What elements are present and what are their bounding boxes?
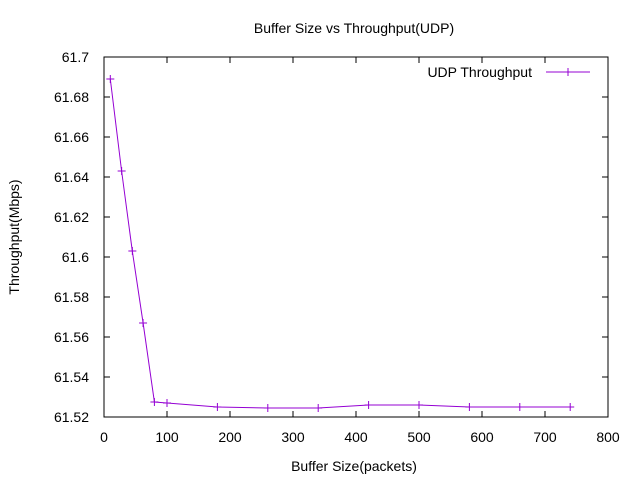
x-axis-label: Buffer Size(packets) bbox=[291, 458, 417, 474]
legend-marker bbox=[564, 68, 572, 76]
y-tick-label: 61.7 bbox=[62, 49, 89, 65]
series-layer bbox=[106, 75, 575, 412]
x-tick-label: 400 bbox=[344, 429, 368, 445]
data-point bbox=[415, 401, 423, 409]
data-point bbox=[117, 167, 126, 175]
data-point bbox=[163, 399, 171, 407]
data-point bbox=[106, 75, 115, 83]
y-tick-label: 61.64 bbox=[54, 169, 89, 185]
y-tick-label: 61.62 bbox=[54, 209, 89, 225]
x-tick-label: 600 bbox=[470, 429, 494, 445]
x-tick-label: 500 bbox=[407, 429, 431, 445]
data-point bbox=[213, 403, 222, 411]
legend: UDP Throughput bbox=[427, 64, 590, 80]
y-tick-label: 61.68 bbox=[54, 89, 89, 105]
y-tick-label: 61.66 bbox=[54, 129, 89, 145]
x-tick-label: 300 bbox=[281, 429, 305, 445]
data-point bbox=[139, 319, 148, 327]
data-point bbox=[263, 404, 272, 412]
data-point bbox=[314, 404, 323, 412]
y-tick-label: 61.6 bbox=[62, 249, 89, 265]
data-point bbox=[128, 247, 137, 255]
x-tick-label: 200 bbox=[218, 429, 242, 445]
y-tick-label: 61.52 bbox=[54, 409, 89, 425]
x-axis: 0 100 200 300 400 500 600 700 800 bbox=[100, 57, 620, 445]
y-tick-label: 61.56 bbox=[54, 329, 89, 345]
y-tick-label: 61.54 bbox=[54, 369, 89, 385]
x-tick-label: 800 bbox=[596, 429, 620, 445]
data-point bbox=[566, 403, 575, 411]
data-point bbox=[465, 403, 474, 411]
x-tick-label: 100 bbox=[155, 429, 179, 445]
y-tick-label: 61.58 bbox=[54, 289, 89, 305]
plot-frame bbox=[103, 56, 609, 418]
series-line bbox=[109, 78, 571, 409]
x-tick-label: 700 bbox=[533, 429, 557, 445]
chart-title: Buffer Size vs Throughput(UDP) bbox=[254, 20, 454, 36]
legend-label: UDP Throughput bbox=[427, 64, 532, 80]
y-axis: 61.52 61.54 61.56 61.58 61.6 61.62 61.64 61.66 6… bbox=[54, 49, 608, 425]
y-axis-label: Throughput(Mbps) bbox=[6, 179, 22, 294]
x-tick-label: 0 bbox=[100, 429, 108, 445]
data-point bbox=[150, 398, 159, 406]
data-point bbox=[515, 403, 524, 411]
data-point bbox=[364, 401, 373, 409]
